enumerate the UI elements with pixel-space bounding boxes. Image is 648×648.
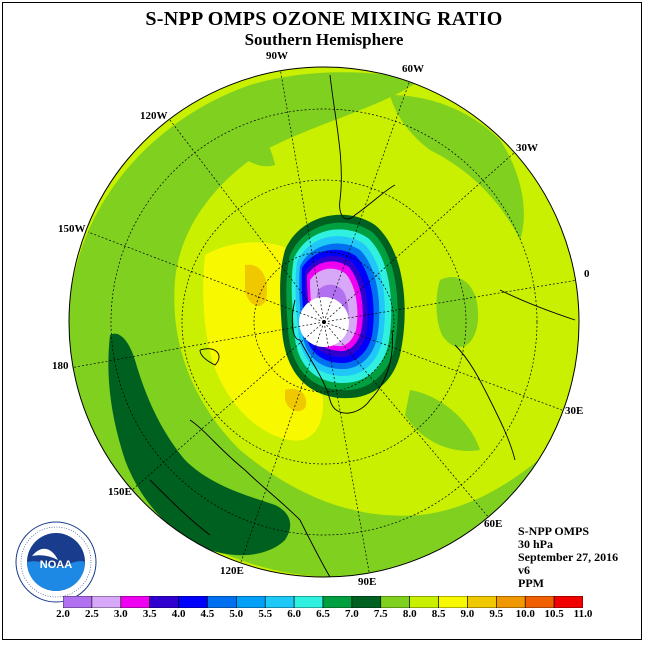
colorbar-swatch (264, 596, 295, 608)
ozone-region-9-0-a (245, 264, 268, 307)
colorbar-tick-label: 4.0 (171, 608, 186, 620)
lon-label-90e: 90E (358, 576, 377, 588)
colorbar-swatch (293, 596, 324, 608)
lon-label-30e: 30E (565, 405, 584, 417)
lon-label-150e: 150E (108, 486, 132, 498)
lon-label-150w: 150W (58, 223, 86, 235)
colorbar-swatch (467, 596, 497, 608)
colorbar-tick-label: 11.0 (573, 608, 593, 620)
ozone-region-7-0-west (108, 333, 291, 556)
south-pole-marker (322, 320, 326, 324)
ozone-region-7-5-ne (390, 95, 524, 240)
coastline-australia-b (149, 479, 211, 536)
colorbar-tick-label: 6.0 (287, 608, 301, 620)
ozone-region-7-5-east (436, 276, 479, 347)
meridian-90e (323, 321, 371, 577)
coastline-africa (454, 344, 516, 461)
colorbar-tick-label: 9.0 (460, 608, 475, 620)
lon-label-30w: 30W (516, 142, 538, 154)
colorbar-tick-label: 2.5 (85, 608, 99, 620)
colorbar-swatch (553, 596, 583, 608)
ozone-region-7-5-se (405, 390, 480, 451)
colorbar-swatch (120, 596, 150, 608)
colorbar-tick-label: 4.5 (200, 608, 215, 620)
meridian-180 (69, 321, 325, 369)
colorbar-tick-label: 7.5 (373, 608, 388, 620)
colorbar-swatch (409, 596, 439, 608)
colorbar-tick-label: 8.0 (402, 608, 417, 620)
colorbar-swatch (207, 596, 237, 608)
colorbar-swatch (496, 596, 526, 608)
meridian-120e (239, 321, 325, 566)
lon-label-120e: 120E (220, 565, 244, 577)
map-title: S-NPP OMPS OZONE MIXING RATIO (145, 8, 503, 30)
colorbar-tick-label: 10.5 (544, 608, 564, 620)
lon-label-60w: 60W (402, 63, 424, 75)
colorbar-swatch (380, 596, 410, 608)
coastline-antarctic-a (299, 329, 393, 414)
map-subtitle: Southern Hemisphere (244, 30, 404, 49)
latitude-circle-1 (253, 251, 395, 393)
colorbar-swatch (351, 596, 382, 608)
outer-frame (2, 2, 642, 640)
lon-label-90w: 90W (266, 50, 288, 62)
meridian-0 (323, 279, 579, 323)
colorbar-swatch (63, 596, 93, 608)
coastline-new-zealand (199, 348, 220, 366)
ozone-region-7-5-nw (218, 95, 275, 167)
map-boundary (68, 66, 580, 578)
meridian-60e (323, 321, 496, 526)
meridian-30w (323, 151, 516, 323)
colorbar-swatch (149, 596, 179, 608)
info-unit: PPM (518, 576, 544, 590)
coastline-south-america (329, 74, 396, 220)
graticule (69, 67, 579, 577)
lon-label-60e: 60E (484, 518, 503, 530)
colorbar-tick-label: 9.5 (489, 608, 504, 620)
colorbar-swatch (438, 596, 468, 608)
coastlines (149, 74, 576, 577)
lon-label-0: 0 (584, 268, 590, 280)
colorbar-swatch (322, 596, 353, 608)
colorbar-swatch (91, 596, 122, 608)
colorbar-tick-label: 10.0 (515, 608, 535, 620)
meridian-90w (279, 67, 325, 323)
colorbar-tick-label: 2.0 (56, 608, 70, 620)
colorbar-tick-label: 5.5 (258, 608, 273, 620)
ozone-region-7-5-outer (69, 72, 560, 577)
colorbar-swatch (178, 596, 208, 608)
colorbar-tick-label: 3.5 (142, 608, 157, 620)
noaa-logo-text: NOAA (40, 559, 72, 571)
colorbar-tick-label: 3.0 (113, 608, 128, 620)
meridian-150e (131, 321, 325, 491)
info-instrument: S-NPP OMPS (518, 524, 589, 538)
lon-label-120w: 120W (140, 110, 168, 122)
colorbar-tick-label: 6.5 (316, 608, 330, 620)
ozone-region-9-0-b (285, 388, 307, 412)
lon-label-180: 180 (52, 360, 69, 372)
meridian-60w (323, 79, 411, 323)
latitude-circle-3 (110, 108, 538, 536)
latitude-circle-2 (181, 179, 467, 465)
colorbar-tick-label: 5.0 (229, 608, 244, 620)
coastline-australia-a (189, 419, 331, 577)
info-date: September 27, 2016 (518, 550, 619, 564)
colorbar-swatch (524, 596, 555, 608)
colorbar (63, 596, 583, 608)
coastline-antarctic-b (291, 299, 301, 341)
info-level: 30 hPa (518, 537, 554, 551)
noaa-logo: NOAA (15, 521, 97, 603)
colorbar-tick-label: 7.0 (345, 608, 359, 620)
colorbar-tick-label: 8.5 (431, 608, 446, 620)
info-version: v6 (518, 563, 530, 577)
coastline-africa-south (499, 289, 576, 321)
colorbar-swatch (236, 596, 266, 608)
